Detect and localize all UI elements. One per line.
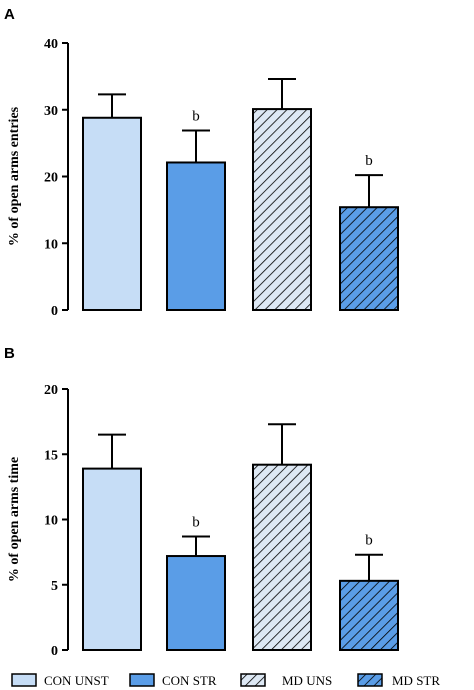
y-tick-label: 15 — [44, 448, 58, 463]
bar-con-str — [166, 161, 226, 311]
panel-letter-a: A — [4, 6, 15, 23]
y-tick-label: 20 — [44, 383, 58, 398]
y-axis-title: % of open arms entries — [7, 106, 22, 246]
legend-swatch — [11, 673, 37, 687]
panel-b: B 0 5 10 15 20 % of open arms time b b — [4, 345, 399, 659]
y-axis-title: % of open arms time — [7, 457, 22, 582]
significance-label: b — [192, 108, 200, 124]
significance-label: b — [365, 533, 373, 549]
bar-md-uns — [252, 463, 312, 651]
legend-swatch — [129, 673, 155, 687]
y-tick-label: 40 — [44, 37, 58, 52]
bar-con-unst — [82, 467, 142, 652]
y-tick-label: 0 — [51, 304, 58, 319]
y-tick-label: 10 — [44, 514, 58, 529]
bar-con-str — [166, 555, 226, 651]
y-tick-label: 0 — [51, 644, 58, 659]
legend: CON UNST CON STR MD UNS MD STR — [11, 673, 440, 688]
y-tick-label: 20 — [44, 171, 58, 186]
legend-swatch — [240, 673, 266, 687]
bar-md-str — [339, 579, 399, 652]
y-tick-label: 10 — [44, 237, 58, 252]
legend-label: CON UNST — [44, 673, 109, 688]
bar-con-unst — [82, 116, 142, 312]
y-tick-label: 30 — [44, 104, 58, 119]
significance-label: b — [365, 153, 373, 169]
legend-label: CON STR — [162, 673, 217, 688]
bar-md-str — [339, 206, 399, 311]
bar-md-uns — [252, 108, 312, 311]
legend-label: MD STR — [392, 673, 440, 688]
panel-letter-b: B — [4, 345, 15, 362]
legend-label: MD UNS — [282, 673, 332, 688]
y-tick-label: 5 — [51, 579, 58, 594]
significance-label: b — [192, 514, 200, 530]
panel-a: A 0 10 20 30 40 % of open arms entries b b — [4, 6, 399, 319]
legend-swatch — [357, 673, 383, 687]
